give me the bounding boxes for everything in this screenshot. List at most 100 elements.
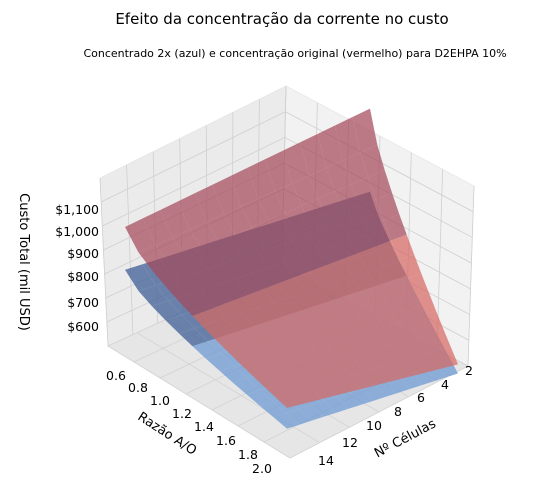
- surface-patch: [250, 308, 278, 329]
- surface-patch: [349, 371, 373, 390]
- chart-title: Efeito da concentração da corrente no cu…: [115, 10, 448, 28]
- surface-patch: [354, 331, 378, 352]
- y-tick-label: 0.6: [106, 368, 126, 383]
- surface-patch: [179, 328, 208, 347]
- surface-patch: [284, 275, 310, 298]
- surface-patch: [246, 390, 274, 406]
- surface-patch: [242, 270, 269, 293]
- surface-patch: [257, 264, 285, 287]
- surface-patch: [318, 191, 344, 220]
- surface-patch: [192, 310, 221, 330]
- grid-line: [107, 345, 291, 459]
- chart-subtitle: Concentrado 2x (azul) e concentração ori…: [83, 47, 506, 60]
- surface-patch: [286, 409, 312, 425]
- surface-patch: [335, 117, 361, 161]
- surface-patch: [298, 405, 324, 421]
- z-tick-label: $1,100: [55, 202, 99, 217]
- surface-patch: [262, 239, 290, 265]
- z-axis-label: Custo Total (mil USD): [16, 193, 31, 331]
- surface-patch: [399, 254, 422, 279]
- surface-patch: [414, 292, 436, 315]
- surface-patch: [206, 214, 236, 242]
- y-tick-label: 1.0: [150, 393, 170, 408]
- surface-patch: [277, 318, 303, 339]
- surface-patch: [300, 134, 327, 176]
- surface-patch: [165, 279, 195, 302]
- surface-patch: [310, 286, 335, 309]
- surface-patch: [336, 392, 361, 409]
- z-tick-label: $800: [67, 269, 99, 284]
- surface-patch: [223, 298, 251, 320]
- surface-patch: [294, 226, 321, 252]
- surface-patch: [260, 361, 287, 379]
- surface-patch: [404, 336, 426, 358]
- surface-patch: [320, 303, 345, 325]
- surface-patch: [260, 401, 287, 418]
- surface-patch: [312, 363, 337, 382]
- surface-patch: [138, 244, 169, 271]
- surface-patch: [376, 240, 400, 266]
- surface-patch: [275, 183, 302, 214]
- z-tick-label: $1,000: [55, 224, 99, 239]
- surface-patch: [325, 359, 350, 378]
- surface-patch: [345, 252, 370, 276]
- surface-patch: [383, 214, 407, 241]
- surface-patch: [269, 281, 296, 303]
- surface-patch: [230, 253, 258, 277]
- x-tick-label: 4: [441, 377, 449, 392]
- surface-patch: [349, 293, 373, 316]
- surface-red: [125, 108, 458, 408]
- surface-patch: [369, 265, 393, 289]
- surface-patch: [386, 301, 409, 324]
- surface-patch: [381, 323, 404, 345]
- surface-patch: [384, 259, 407, 284]
- z-tick-label: $600: [67, 319, 99, 334]
- surface-patch: [330, 257, 355, 282]
- surface-patch: [218, 234, 247, 260]
- surface-patch: [246, 365, 274, 383]
- surface-patch: [327, 212, 353, 240]
- surface-patch: [274, 338, 301, 358]
- surface-patch: [253, 286, 281, 309]
- surface-patch: [282, 142, 310, 184]
- x-tick-label: 6: [417, 390, 425, 405]
- surface-patch: [377, 344, 400, 365]
- surface-patch: [351, 177, 376, 207]
- surface-patch: [286, 388, 312, 405]
- surface-patch: [351, 352, 375, 372]
- surface-patch: [238, 292, 266, 314]
- surface-patch: [425, 350, 446, 371]
- surface-patch: [362, 384, 385, 402]
- surface-patch: [185, 248, 214, 273]
- surface-patch: [334, 184, 360, 213]
- surface-patch: [400, 296, 423, 320]
- z-tick-label: $700: [67, 295, 99, 310]
- surface-patch: [286, 371, 312, 389]
- surface-patch: [206, 353, 234, 371]
- surface-patch: [326, 160, 352, 192]
- surface-patch: [278, 232, 305, 258]
- surface-patch: [311, 400, 336, 417]
- surfaces: [125, 108, 458, 429]
- surface-patch: [207, 304, 236, 325]
- surface-patch: [324, 396, 349, 413]
- surface-patch: [354, 270, 379, 294]
- surface-patch: [316, 324, 342, 345]
- surface-patch: [391, 340, 413, 361]
- surface-patch: [201, 241, 231, 267]
- grid-line: [102, 137, 286, 227]
- surface-patch: [289, 251, 315, 276]
- surface-patch: [374, 380, 397, 398]
- surface-patch: [206, 324, 234, 344]
- surface-patch: [339, 275, 364, 299]
- surface-patch: [265, 150, 292, 191]
- surface-patch: [344, 315, 369, 337]
- surface-patch: [125, 264, 156, 291]
- surface-patch: [298, 384, 324, 402]
- surface-patch: [299, 367, 325, 385]
- y-tick-label: 1.4: [194, 419, 214, 434]
- grid-line: [99, 177, 109, 347]
- surface-patch: [226, 276, 254, 299]
- z-ticks: $600 $700 $800 $900 $1,000 $1,100: [55, 202, 99, 334]
